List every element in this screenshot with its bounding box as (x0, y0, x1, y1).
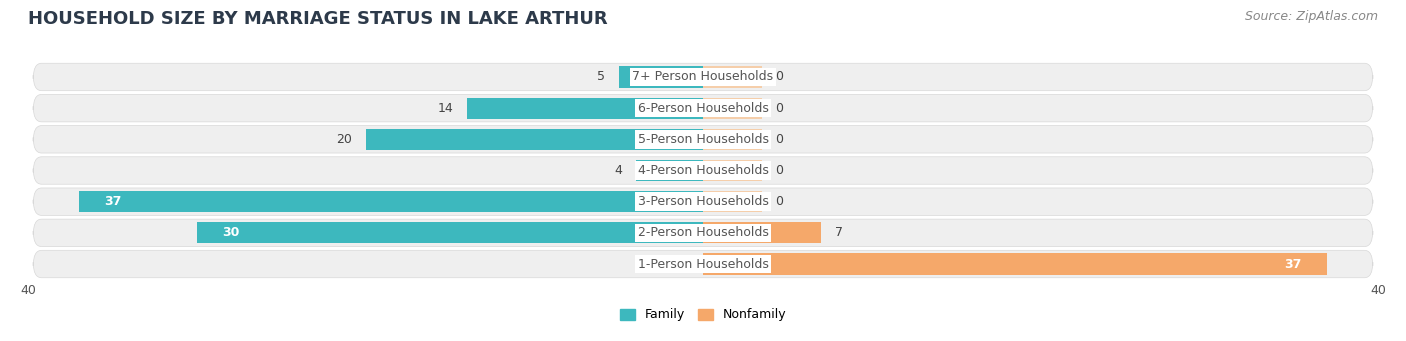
Text: 3-Person Households: 3-Person Households (637, 195, 769, 208)
Text: HOUSEHOLD SIZE BY MARRIAGE STATUS IN LAKE ARTHUR: HOUSEHOLD SIZE BY MARRIAGE STATUS IN LAK… (28, 10, 607, 28)
FancyBboxPatch shape (34, 219, 1372, 247)
Legend: Family, Nonfamily: Family, Nonfamily (620, 308, 786, 321)
Bar (703, 160, 762, 181)
FancyBboxPatch shape (34, 250, 1372, 278)
Text: 30: 30 (222, 226, 239, 239)
Bar (636, 160, 703, 181)
Text: 0: 0 (776, 133, 783, 146)
Bar (619, 66, 703, 88)
Text: 6-Person Households: 6-Person Households (637, 102, 769, 115)
Bar (703, 191, 762, 212)
Text: 7: 7 (835, 226, 842, 239)
Text: 20: 20 (336, 133, 352, 146)
Bar (703, 98, 762, 119)
Text: 4-Person Households: 4-Person Households (637, 164, 769, 177)
Bar (197, 222, 703, 243)
Bar (703, 222, 821, 243)
FancyBboxPatch shape (34, 188, 1372, 216)
Text: 0: 0 (776, 71, 783, 84)
Bar (703, 129, 762, 150)
Text: 0: 0 (776, 164, 783, 177)
Bar (467, 98, 703, 119)
Bar (703, 253, 1327, 275)
Text: Source: ZipAtlas.com: Source: ZipAtlas.com (1244, 10, 1378, 23)
Text: 1-Person Households: 1-Person Households (637, 257, 769, 270)
Text: 5: 5 (598, 71, 605, 84)
Text: 0: 0 (776, 195, 783, 208)
Text: 4: 4 (614, 164, 621, 177)
Bar (366, 129, 703, 150)
Bar (79, 191, 703, 212)
FancyBboxPatch shape (34, 94, 1372, 122)
Text: 5-Person Households: 5-Person Households (637, 133, 769, 146)
FancyBboxPatch shape (34, 63, 1372, 91)
Text: 14: 14 (437, 102, 453, 115)
Text: 0: 0 (776, 102, 783, 115)
Text: 37: 37 (1285, 257, 1302, 270)
Bar (703, 66, 762, 88)
Text: 7+ Person Households: 7+ Person Households (633, 71, 773, 84)
FancyBboxPatch shape (34, 157, 1372, 184)
Text: 2-Person Households: 2-Person Households (637, 226, 769, 239)
Text: 37: 37 (104, 195, 121, 208)
FancyBboxPatch shape (34, 125, 1372, 153)
